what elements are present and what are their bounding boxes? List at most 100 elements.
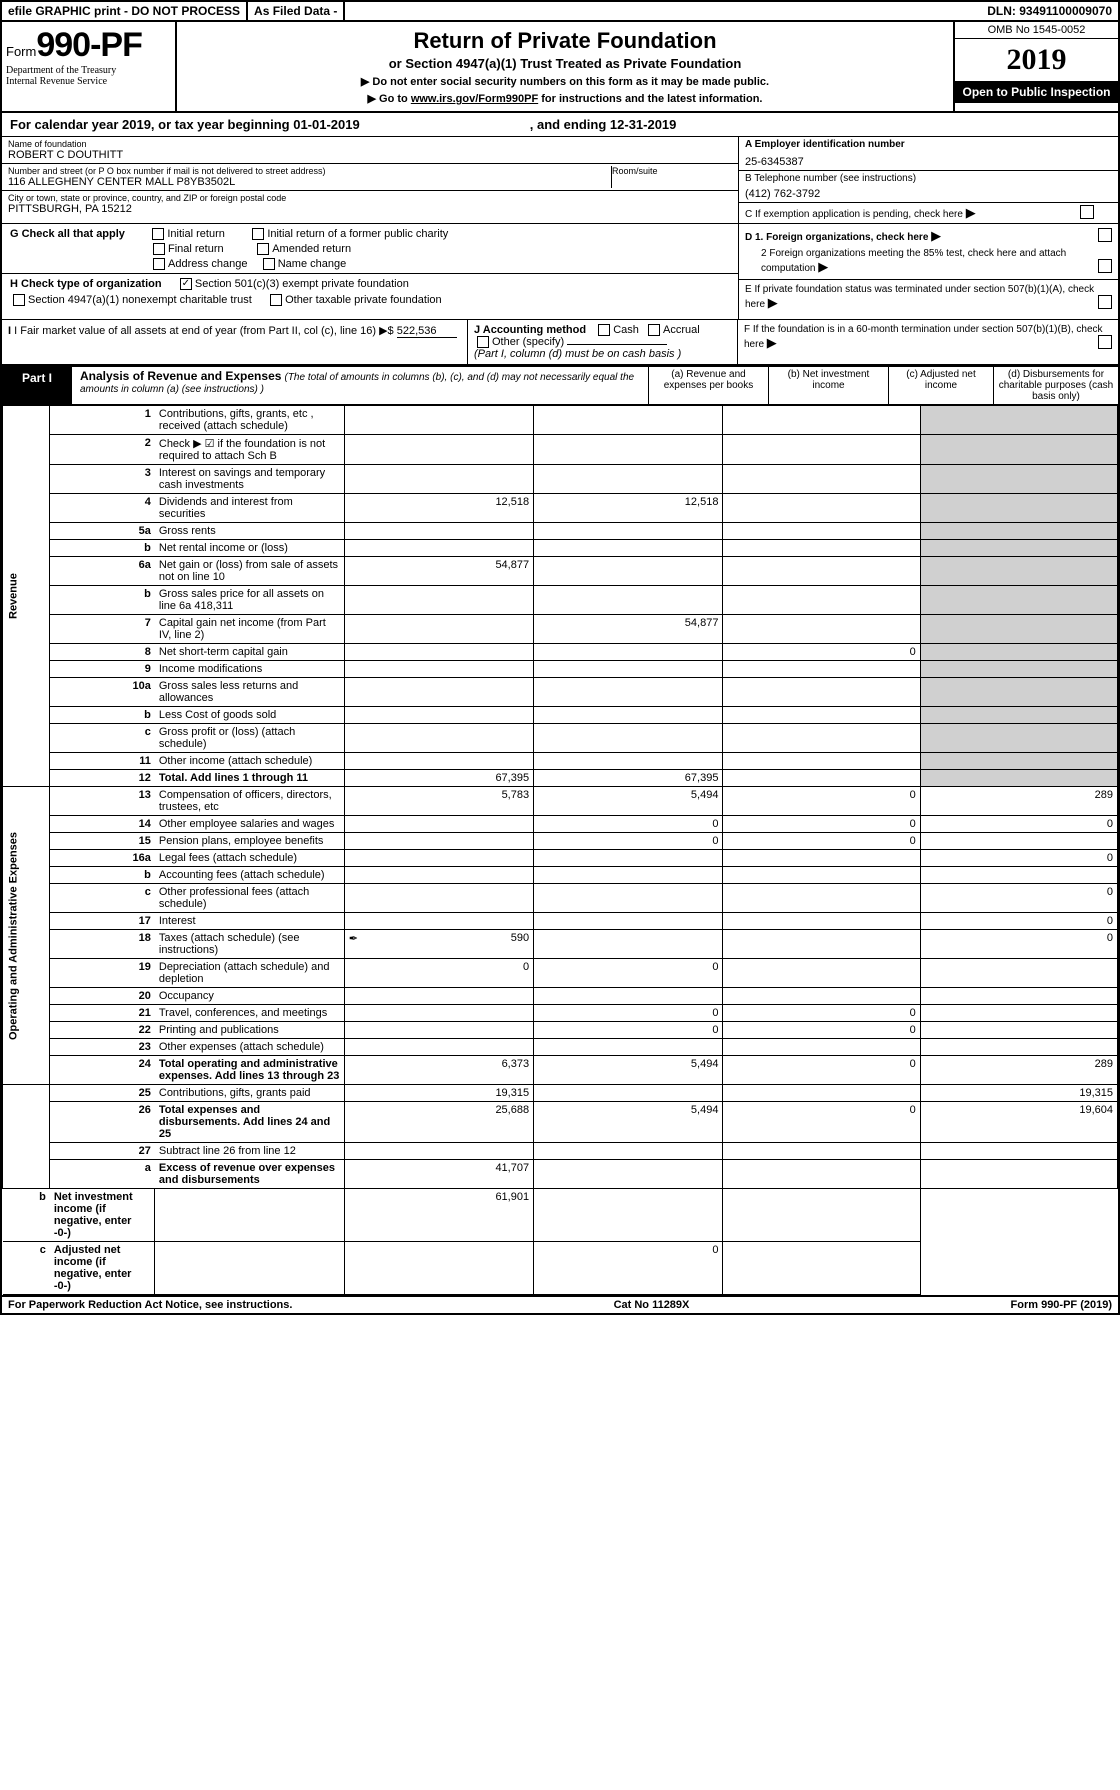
instr-line-2: ▶ Go to www.irs.gov/Form990PF for instru… bbox=[187, 92, 943, 105]
ein-value: 25-6345387 bbox=[745, 150, 1112, 168]
line-desc: Other expenses (attach schedule) bbox=[155, 1039, 344, 1056]
c-checkbox[interactable] bbox=[1080, 205, 1094, 219]
j-other-checkbox[interactable] bbox=[477, 336, 489, 348]
g-address-checkbox[interactable] bbox=[153, 258, 165, 270]
line-desc: Net rental income or (loss) bbox=[155, 540, 344, 557]
line-number: 26 bbox=[50, 1102, 155, 1143]
amount-cell: 25,688 bbox=[344, 1102, 533, 1143]
table-row: 10aGross sales less returns and allowanc… bbox=[3, 678, 1118, 707]
f-checkbox[interactable] bbox=[1098, 335, 1112, 349]
amount-cell bbox=[920, 523, 1117, 540]
amount-cell bbox=[723, 586, 920, 615]
g-initial-checkbox[interactable] bbox=[152, 228, 164, 240]
g-row: G Check all that apply Initial return In… bbox=[10, 228, 730, 240]
d1-checkbox[interactable] bbox=[1098, 228, 1112, 242]
line-desc: Occupancy bbox=[155, 988, 344, 1005]
line-number: b bbox=[50, 707, 155, 724]
amount-cell: 0 bbox=[920, 816, 1117, 833]
amount-cell bbox=[534, 707, 723, 724]
ein-label: A Employer identification number bbox=[745, 139, 1112, 150]
amount-cell bbox=[534, 540, 723, 557]
line-number: 15 bbox=[50, 833, 155, 850]
amount-cell bbox=[920, 1005, 1117, 1022]
line-desc: Depreciation (attach schedule) and deple… bbox=[155, 959, 344, 988]
line-number: 11 bbox=[50, 753, 155, 770]
d1-label: D 1. Foreign organizations, check here bbox=[745, 232, 928, 243]
table-row: 19Depreciation (attach schedule) and dep… bbox=[3, 959, 1118, 988]
amount-cell bbox=[344, 884, 533, 913]
amount-cell bbox=[534, 1189, 723, 1242]
amount-cell bbox=[344, 435, 533, 465]
amount-cell: 41,707 bbox=[344, 1160, 533, 1189]
amount-cell: 54,877 bbox=[344, 557, 533, 586]
e-checkbox[interactable] bbox=[1098, 295, 1112, 309]
amount-cell bbox=[723, 1160, 920, 1189]
amount-cell: 5,494 bbox=[534, 787, 723, 816]
g-amended-checkbox[interactable] bbox=[257, 243, 269, 255]
amount-cell bbox=[920, 724, 1117, 753]
tax-year: 2019 bbox=[955, 39, 1118, 81]
h1: Section 501(c)(3) exempt private foundat… bbox=[195, 278, 409, 290]
amount-cell bbox=[344, 1005, 533, 1022]
line-desc: Check ▶ ☑ if the foundation is not requi… bbox=[155, 435, 344, 465]
amount-cell bbox=[920, 406, 1117, 435]
amount-cell bbox=[534, 988, 723, 1005]
c-label: C If exemption application is pending, c… bbox=[745, 209, 963, 220]
amount-cell: 5,494 bbox=[534, 1102, 723, 1143]
j-note: (Part I, column (d) must be on cash basi… bbox=[474, 348, 681, 360]
line-number: 9 bbox=[50, 661, 155, 678]
amount-cell: 0 bbox=[723, 1056, 920, 1085]
line-desc: Gross sales price for all assets on line… bbox=[155, 586, 344, 615]
ij-row: I I Fair market value of all assets at e… bbox=[2, 320, 1118, 365]
instr2-pre: ▶ Go to bbox=[368, 93, 411, 105]
g-final-checkbox[interactable] bbox=[153, 243, 165, 255]
line-number: 18 bbox=[50, 930, 155, 959]
g-name-checkbox[interactable] bbox=[263, 258, 275, 270]
amount-cell bbox=[920, 1022, 1117, 1039]
amount-cell bbox=[920, 435, 1117, 465]
amount-cell bbox=[534, 930, 723, 959]
j-other-line bbox=[567, 344, 667, 345]
room-cell: Room/suite bbox=[612, 166, 732, 188]
form-header: Form990-PF Department of the Treasury In… bbox=[2, 22, 1118, 113]
amount-cell bbox=[920, 867, 1117, 884]
amount-cell: 19,604 bbox=[920, 1102, 1117, 1143]
line-number: 4 bbox=[50, 494, 155, 523]
table-row: 12Total. Add lines 1 through 1167,39567,… bbox=[3, 770, 1118, 787]
g-initial-former-checkbox[interactable] bbox=[252, 228, 264, 240]
amount-cell bbox=[723, 557, 920, 586]
j-cash-checkbox[interactable] bbox=[598, 324, 610, 336]
arrow-icon: ▶ bbox=[931, 228, 941, 243]
top-bar: efile GRAPHIC print - DO NOT PROCESS As … bbox=[2, 2, 1118, 22]
table-row: 5aGross rents bbox=[3, 523, 1118, 540]
line-number: 13 bbox=[50, 787, 155, 816]
line-number: b bbox=[50, 540, 155, 557]
h-other-checkbox[interactable] bbox=[270, 294, 282, 306]
table-row: 4Dividends and interest from securities1… bbox=[3, 494, 1118, 523]
amount-cell bbox=[534, 586, 723, 615]
irs-link[interactable]: www.irs.gov/Form990PF bbox=[411, 93, 538, 105]
amount-cell: 0 bbox=[723, 833, 920, 850]
amount-cell bbox=[534, 850, 723, 867]
amount-cell bbox=[344, 707, 533, 724]
amount-cell: 0 bbox=[723, 816, 920, 833]
h2: Section 4947(a)(1) nonexempt charitable … bbox=[28, 294, 252, 306]
city-value: PITTSBURGH, PA 15212 bbox=[8, 203, 732, 215]
h-4947-checkbox[interactable] bbox=[13, 294, 25, 306]
dept-treasury: Department of the Treasury bbox=[6, 65, 171, 76]
table-row: Revenue1Contributions, gifts, grants, et… bbox=[3, 406, 1118, 435]
h-501c3-checkbox[interactable] bbox=[180, 278, 192, 290]
d2-checkbox[interactable] bbox=[1098, 259, 1112, 273]
line-desc: Net investment income (if negative, ente… bbox=[50, 1189, 155, 1242]
line-number: 25 bbox=[50, 1085, 155, 1102]
amount-cell bbox=[344, 753, 533, 770]
foundation-name: ROBERT C DOUTHITT bbox=[8, 149, 732, 161]
j-label: J Accounting method bbox=[474, 324, 586, 336]
footer-mid: Cat No 11289X bbox=[292, 1299, 1010, 1311]
j-accrual-checkbox[interactable] bbox=[648, 324, 660, 336]
amount-cell: ✒ 590 bbox=[344, 930, 533, 959]
line-number: b bbox=[50, 586, 155, 615]
part1-header: Part I Analysis of Revenue and Expenses … bbox=[2, 365, 1118, 405]
amount-cell: 67,395 bbox=[534, 770, 723, 787]
street-address: 116 ALLEGHENY CENTER MALL P8YB3502L bbox=[8, 176, 611, 188]
